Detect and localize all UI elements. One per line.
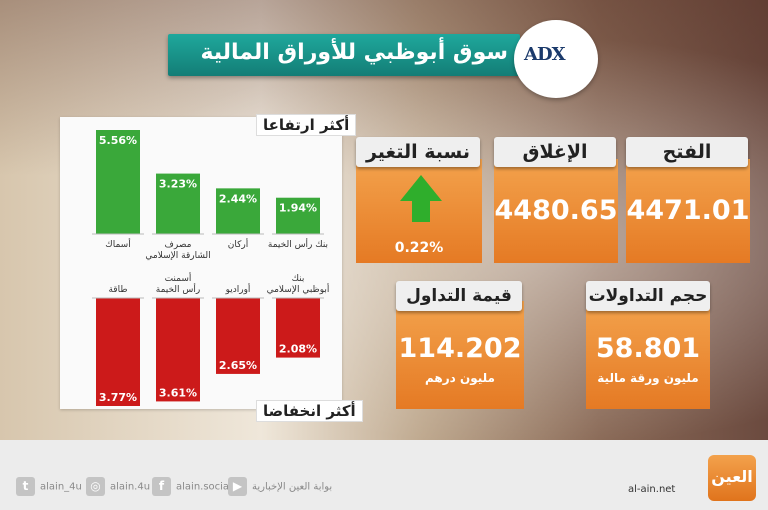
youtube-link[interactable]: ▶ بوابة العين الإخبارية [228,477,332,497]
loser-bar [276,298,320,358]
gainer-category-label: أسماك [105,238,130,250]
loser-value-label: 2.65% [219,359,257,372]
footer-bar [0,440,768,510]
top-gainers-label: أكثر ارتفاعا [256,114,357,136]
turnover-unit: مليون درهم [425,371,495,385]
twitter-icon: t [16,477,35,496]
volume-value: 58.801 [595,333,701,364]
loser-bar [156,298,200,402]
alain-logo-text: العين [711,467,753,486]
gainer-bar [276,197,320,234]
twitter-link[interactable]: t alain_4u [16,477,82,497]
loser-category-label: أبوظبي الإسلامي [267,283,330,295]
loser-category-label: أوراديو [225,283,251,295]
loser-category-label: أسمنت [165,272,192,284]
up-arrow-icon [400,175,442,201]
loser-value-label: 2.08% [279,343,317,356]
twitter-handle: alain_4u [40,481,82,493]
facebook-link[interactable]: f alain.social [152,477,232,497]
youtube-icon: ▶ [228,477,247,496]
gainer-category-label: الشارقة الإسلامي [145,251,210,261]
turnover-label: قيمة التداول [396,281,522,311]
loser-bar [216,298,260,374]
loser-bar [96,298,140,406]
instagram-link[interactable]: ◎ alain.4u [86,477,150,497]
site-url[interactable]: al-ain.net [628,484,676,495]
page-title: سوق أبوظبي للأوراق المالية [200,40,508,65]
open-value: 4471.01 [626,195,750,226]
loser-value-label: 3.77% [99,391,137,404]
turnover-value: 114.202 [398,333,522,364]
top-losers-label: أكثر انخفاضا [256,400,363,422]
open-label: الفتح [626,137,748,167]
volume-label: حجم التداولات [586,281,710,311]
up-arrow-stem [412,200,430,222]
gainer-bar [156,173,200,234]
loser-category-label: رأس الخيمة [156,283,201,295]
gainer-value-label: 5.56% [99,134,137,147]
loser-value-label: 3.61% [159,386,197,399]
change-label: نسبة التغير [356,137,480,167]
loser-category-label: طاقة [108,285,127,295]
adx-logo: ADX [514,20,598,98]
change-value: 0.22% [394,240,444,256]
instagram-handle: alain.4u [110,481,151,493]
gainer-value-label: 3.23% [159,178,197,191]
close-value: 4480.65 [494,195,618,226]
gainer-value-label: 1.94% [279,202,317,215]
instagram-icon: ◎ [86,477,105,496]
gainer-value-label: 2.44% [219,192,257,205]
youtube-handle: بوابة العين الإخبارية [252,481,333,493]
gainer-category-label: بنك رأس الخيمة [268,238,328,250]
loser-category-label: بنك [292,274,305,284]
header-banner: سوق أبوظبي للأوراق المالية [168,34,520,76]
gainer-bar [96,130,140,234]
gainer-category-label: مصرف [165,240,192,250]
facebook-handle: alain.social [176,481,232,493]
facebook-icon: f [152,477,171,496]
gainer-bar [216,188,260,234]
close-label: الإغلاق [494,137,616,167]
alain-logo: العين [708,455,756,501]
volume-unit: مليون ورقة مالية [597,371,699,385]
gainer-category-label: أركان [228,238,248,250]
adx-logo-text: ADX [524,44,566,65]
